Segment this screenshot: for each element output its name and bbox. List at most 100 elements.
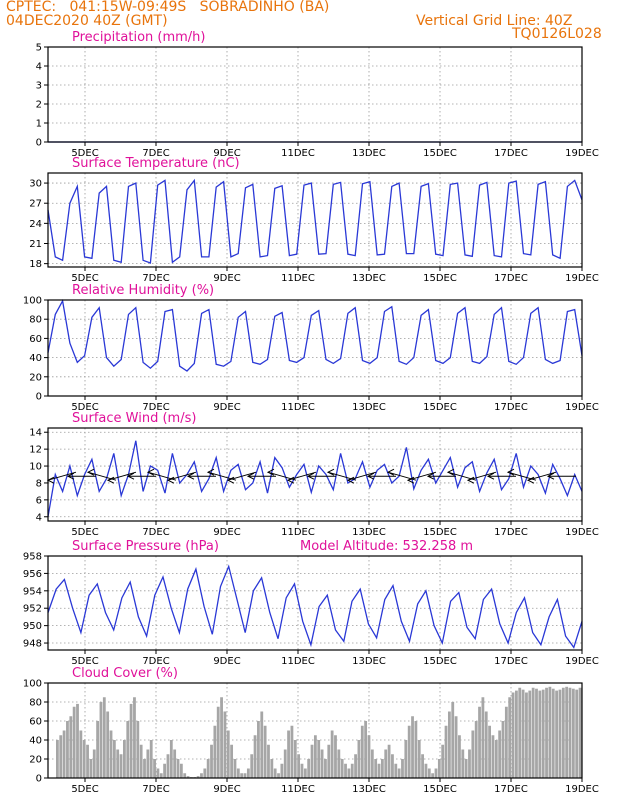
cloud-bar [541,689,545,778]
y-tick-label: 952 [23,604,42,615]
y-tick-label: 0 [36,392,42,403]
cloud-bar [82,740,86,778]
y-tick-label: 950 [23,621,42,632]
y-tick-label: 956 [23,569,42,580]
y-tick-label: 0 [36,774,42,785]
wind-arrow-head [386,468,395,476]
cloud-bar [133,697,136,778]
cloud-bar [149,740,153,778]
header-date-left: 04DEC2020 40Z (GMT) [6,13,168,29]
cloud-bar [287,730,290,778]
y-tick-label: 2 [36,100,42,111]
panel-frame [47,46,583,143]
cloud-bar [364,721,368,778]
wind-arrow [47,471,77,481]
panel-2: 18 21 24 27 30 5DEC 7DEC 9DEC 11DEC 13DEC 15DEC 17D… [29,156,599,284]
cloud-bar [270,759,274,778]
cloud-bar [280,763,284,778]
cloud-bar [263,725,267,778]
cloud-bar [303,768,307,778]
panel-1: 0 1 2 3 4 5 5DEC 7DEC 9DEC 11DEC 13DEC 15DEC 17DEC 19… [36,30,599,159]
cloud-bar [545,687,548,778]
cloud-bar [424,763,428,778]
cloud-bar [220,697,223,778]
wind-arrow-head [126,472,135,480]
x-tick-label: 13DEC [352,656,386,667]
cloud-bar [521,689,525,778]
y-tick-label: 18 [29,259,42,270]
cloud-bar [411,716,414,778]
cloud-bar [317,740,321,778]
x-tick-label: 19DEC [565,273,599,284]
cloud-bar [297,754,301,778]
wind-arrow-head [306,472,315,480]
cloud-bar [437,759,441,778]
cloud-bar [514,690,518,778]
cloud-bar [360,725,364,778]
cloud-bar [407,725,411,778]
cloud-bar [427,768,431,778]
cloud-bar [106,711,110,778]
cloud-bar [548,686,552,778]
cloud-bar [126,721,130,778]
wind-arrow-head [446,468,455,476]
y-tick-label: 21 [29,239,42,250]
cloud-bar [417,740,421,778]
cloud-bar [109,730,113,778]
wind-arrow-head [166,476,175,484]
cloud-bar [518,687,522,778]
cloud-bar [143,759,146,778]
cloud-bar [159,773,163,778]
x-tick-label: 5DEC [71,656,98,667]
cloud-bar [236,768,240,778]
cloud-bar [431,773,435,778]
cloud-bar [72,706,76,778]
x-tick-label: 13DEC [352,527,386,538]
x-tick-label: 9DEC [213,148,240,159]
x-tick-label: 9DEC [213,656,240,667]
rh-line [47,299,583,372]
cloud-bar [344,763,347,778]
y-tick-label: 6 [36,495,42,506]
cloud-bar [397,768,401,778]
cloud-bar [551,688,555,778]
y-tick-label: 954 [23,586,42,597]
cloud-bar [186,776,190,778]
panel-frame [47,555,583,651]
cloud-bar [293,740,297,778]
wind-arrow [527,471,557,481]
cloud-bar [183,773,187,778]
panel-title: Surface Wind (m/s) [72,411,196,426]
cloud-bar [558,689,562,778]
cloud-bar [129,703,133,778]
x-tick-label: 15DEC [423,656,457,667]
temp-line [47,178,583,264]
y-tick-label: 20 [29,372,42,383]
wind-arrow-head [246,472,255,480]
cloud-bar [535,688,538,778]
cloud-bar [525,692,528,778]
cloud-bar [481,697,485,778]
cloud-bar [240,773,244,778]
y-tick-label: 100 [23,679,42,690]
cloud-bar [491,735,495,778]
x-tick-label: 9DEC [213,273,240,284]
cloud-bar [434,768,438,778]
x-tick-label: 9DEC [213,527,240,538]
x-tick-label: 17DEC [494,402,528,413]
cloud-bar [320,749,324,778]
cloud-bar [377,763,381,778]
cloud-bar [250,754,254,778]
y-tick-label: 20 [29,755,42,766]
y-tick-label: 24 [29,219,42,230]
y-tick-label: 0 [36,138,42,149]
cloud-bar [300,763,304,778]
cloud-bar [561,687,565,778]
x-tick-label: 19DEC [565,527,599,538]
cloud-bar [230,744,234,778]
cloud-bar [96,721,100,778]
x-tick-label: 7DEC [142,656,169,667]
cloud-bar [169,740,173,778]
wind-arrow-head [86,468,95,476]
